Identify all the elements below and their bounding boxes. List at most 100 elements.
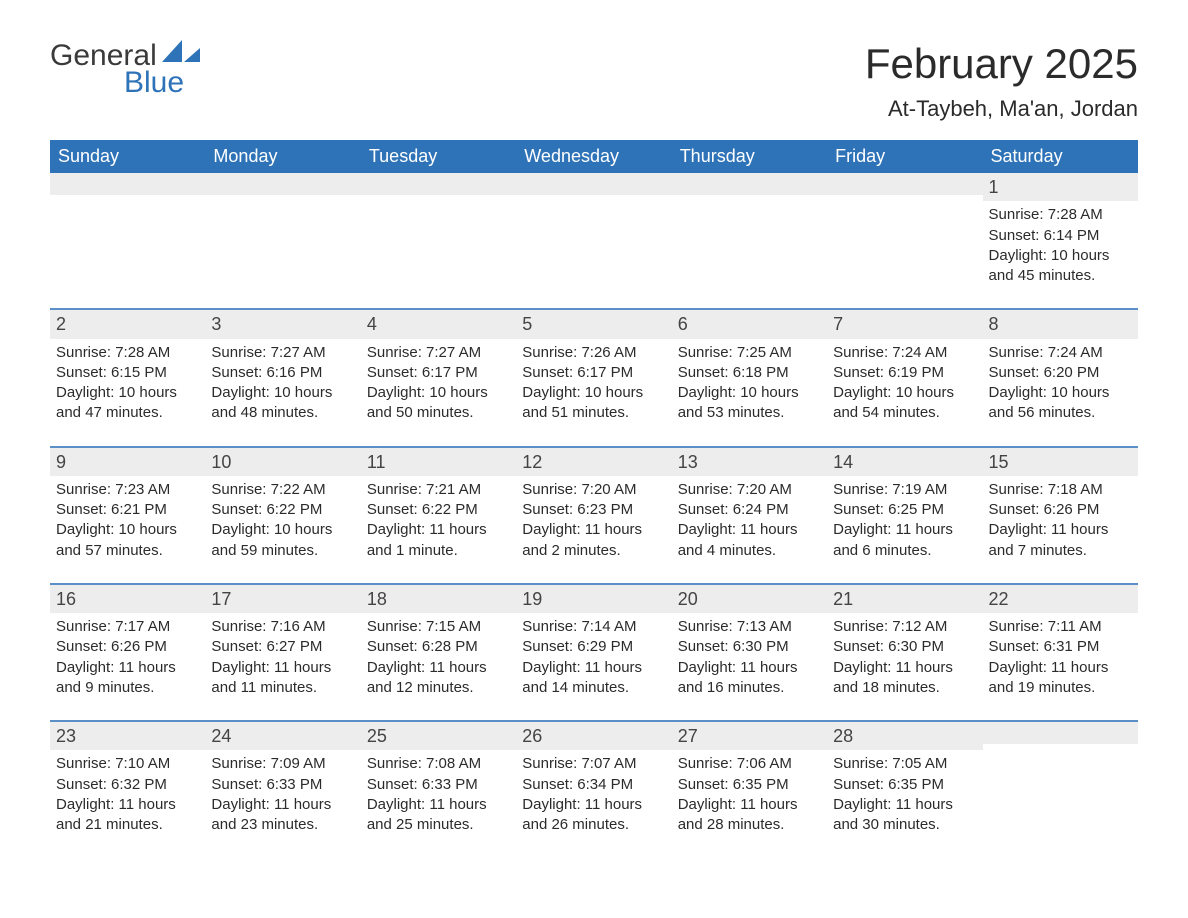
sunrise-text: Sunrise: 7:20 AM xyxy=(678,480,821,500)
day-number: 9 xyxy=(50,448,205,476)
sunset-text: Sunset: 6:32 PM xyxy=(56,775,199,795)
daylight-text: Daylight: 10 hours and 47 minutes. xyxy=(56,383,199,424)
day-number xyxy=(361,173,516,195)
sunset-text: Sunset: 6:33 PM xyxy=(367,775,510,795)
day-number: 21 xyxy=(827,585,982,613)
day-number: 28 xyxy=(827,722,982,750)
location-subtitle: At-Taybeh, Ma'an, Jordan xyxy=(865,96,1138,122)
sunset-text: Sunset: 6:28 PM xyxy=(367,637,510,657)
sunset-text: Sunset: 6:22 PM xyxy=(211,500,354,520)
brand-logo: General Blue xyxy=(50,40,202,98)
day-number: 10 xyxy=(205,448,360,476)
sunset-text: Sunset: 6:20 PM xyxy=(989,363,1132,383)
sunset-text: Sunset: 6:22 PM xyxy=(367,500,510,520)
sunrise-text: Sunrise: 7:18 AM xyxy=(989,480,1132,500)
daylight-text: Daylight: 11 hours and 16 minutes. xyxy=(678,658,821,699)
daylight-text: Daylight: 10 hours and 50 minutes. xyxy=(367,383,510,424)
sunset-text: Sunset: 6:30 PM xyxy=(833,637,976,657)
daylight-text: Daylight: 10 hours and 53 minutes. xyxy=(678,383,821,424)
daylight-text: Daylight: 11 hours and 6 minutes. xyxy=(833,520,976,561)
daylight-text: Daylight: 10 hours and 45 minutes. xyxy=(989,246,1132,287)
sunrise-text: Sunrise: 7:17 AM xyxy=(56,617,199,637)
day-number: 14 xyxy=(827,448,982,476)
day-number xyxy=(205,173,360,195)
daylight-text: Daylight: 10 hours and 48 minutes. xyxy=(211,383,354,424)
day-number: 2 xyxy=(50,310,205,338)
sunrise-text: Sunrise: 7:11 AM xyxy=(989,617,1132,637)
day-number: 1 xyxy=(983,173,1138,201)
daylight-text: Daylight: 11 hours and 9 minutes. xyxy=(56,658,199,699)
sunset-text: Sunset: 6:26 PM xyxy=(56,637,199,657)
sunrise-text: Sunrise: 7:12 AM xyxy=(833,617,976,637)
day-cell: 20Sunrise: 7:13 AMSunset: 6:30 PMDayligh… xyxy=(672,584,827,721)
day-number: 8 xyxy=(983,310,1138,338)
calendar-week: 2Sunrise: 7:28 AMSunset: 6:15 PMDaylight… xyxy=(50,309,1138,446)
sunset-text: Sunset: 6:24 PM xyxy=(678,500,821,520)
page-header: General Blue February 2025 At-Taybeh, Ma… xyxy=(50,40,1138,122)
weekday-head: Tuesday xyxy=(361,140,516,173)
day-number: 25 xyxy=(361,722,516,750)
sunrise-text: Sunrise: 7:06 AM xyxy=(678,754,821,774)
calendar-page: General Blue February 2025 At-Taybeh, Ma… xyxy=(0,0,1188,887)
sunset-text: Sunset: 6:15 PM xyxy=(56,363,199,383)
day-cell: 18Sunrise: 7:15 AMSunset: 6:28 PMDayligh… xyxy=(361,584,516,721)
sunset-text: Sunset: 6:21 PM xyxy=(56,500,199,520)
day-cell: 12Sunrise: 7:20 AMSunset: 6:23 PMDayligh… xyxy=(516,447,671,584)
daylight-text: Daylight: 11 hours and 19 minutes. xyxy=(989,658,1132,699)
day-cell: 15Sunrise: 7:18 AMSunset: 6:26 PMDayligh… xyxy=(983,447,1138,584)
calendar-table: Sunday Monday Tuesday Wednesday Thursday… xyxy=(50,140,1138,857)
daylight-text: Daylight: 11 hours and 4 minutes. xyxy=(678,520,821,561)
day-number: 19 xyxy=(516,585,671,613)
day-cell: 3Sunrise: 7:27 AMSunset: 6:16 PMDaylight… xyxy=(205,309,360,446)
brand-word-2: Blue xyxy=(124,68,202,98)
calendar-week: 1Sunrise: 7:28 AMSunset: 6:14 PMDaylight… xyxy=(50,173,1138,309)
day-cell: 8Sunrise: 7:24 AMSunset: 6:20 PMDaylight… xyxy=(983,309,1138,446)
day-cell: 9Sunrise: 7:23 AMSunset: 6:21 PMDaylight… xyxy=(50,447,205,584)
day-number xyxy=(672,173,827,195)
daylight-text: Daylight: 10 hours and 57 minutes. xyxy=(56,520,199,561)
day-cell: 2Sunrise: 7:28 AMSunset: 6:15 PMDaylight… xyxy=(50,309,205,446)
weekday-header-row: Sunday Monday Tuesday Wednesday Thursday… xyxy=(50,140,1138,173)
sunset-text: Sunset: 6:19 PM xyxy=(833,363,976,383)
day-cell: 22Sunrise: 7:11 AMSunset: 6:31 PMDayligh… xyxy=(983,584,1138,721)
sunset-text: Sunset: 6:29 PM xyxy=(522,637,665,657)
day-cell: 5Sunrise: 7:26 AMSunset: 6:17 PMDaylight… xyxy=(516,309,671,446)
day-cell-empty xyxy=(361,173,516,309)
day-cell: 16Sunrise: 7:17 AMSunset: 6:26 PMDayligh… xyxy=(50,584,205,721)
month-title: February 2025 xyxy=(865,40,1138,88)
day-cell: 27Sunrise: 7:06 AMSunset: 6:35 PMDayligh… xyxy=(672,721,827,857)
day-number: 12 xyxy=(516,448,671,476)
sunset-text: Sunset: 6:16 PM xyxy=(211,363,354,383)
weekday-head: Monday xyxy=(205,140,360,173)
sunrise-text: Sunrise: 7:07 AM xyxy=(522,754,665,774)
day-cell-empty xyxy=(50,173,205,309)
daylight-text: Daylight: 11 hours and 1 minute. xyxy=(367,520,510,561)
day-cell-empty xyxy=(827,173,982,309)
daylight-text: Daylight: 10 hours and 56 minutes. xyxy=(989,383,1132,424)
sunset-text: Sunset: 6:30 PM xyxy=(678,637,821,657)
daylight-text: Daylight: 11 hours and 28 minutes. xyxy=(678,795,821,836)
sunset-text: Sunset: 6:23 PM xyxy=(522,500,665,520)
sunrise-text: Sunrise: 7:19 AM xyxy=(833,480,976,500)
day-number xyxy=(50,173,205,195)
sunrise-text: Sunrise: 7:21 AM xyxy=(367,480,510,500)
calendar-week: 23Sunrise: 7:10 AMSunset: 6:32 PMDayligh… xyxy=(50,721,1138,857)
day-number: 5 xyxy=(516,310,671,338)
sunrise-text: Sunrise: 7:24 AM xyxy=(833,343,976,363)
weekday-head: Friday xyxy=(827,140,982,173)
day-cell: 1Sunrise: 7:28 AMSunset: 6:14 PMDaylight… xyxy=(983,173,1138,309)
day-number: 4 xyxy=(361,310,516,338)
day-cell: 7Sunrise: 7:24 AMSunset: 6:19 PMDaylight… xyxy=(827,309,982,446)
day-cell: 6Sunrise: 7:25 AMSunset: 6:18 PMDaylight… xyxy=(672,309,827,446)
day-number xyxy=(516,173,671,195)
weekday-head: Wednesday xyxy=(516,140,671,173)
day-cell: 26Sunrise: 7:07 AMSunset: 6:34 PMDayligh… xyxy=(516,721,671,857)
sunset-text: Sunset: 6:35 PM xyxy=(833,775,976,795)
day-cell: 21Sunrise: 7:12 AMSunset: 6:30 PMDayligh… xyxy=(827,584,982,721)
day-number: 3 xyxy=(205,310,360,338)
day-cell: 24Sunrise: 7:09 AMSunset: 6:33 PMDayligh… xyxy=(205,721,360,857)
sunrise-text: Sunrise: 7:09 AM xyxy=(211,754,354,774)
day-number: 7 xyxy=(827,310,982,338)
sunrise-text: Sunrise: 7:08 AM xyxy=(367,754,510,774)
daylight-text: Daylight: 10 hours and 59 minutes. xyxy=(211,520,354,561)
